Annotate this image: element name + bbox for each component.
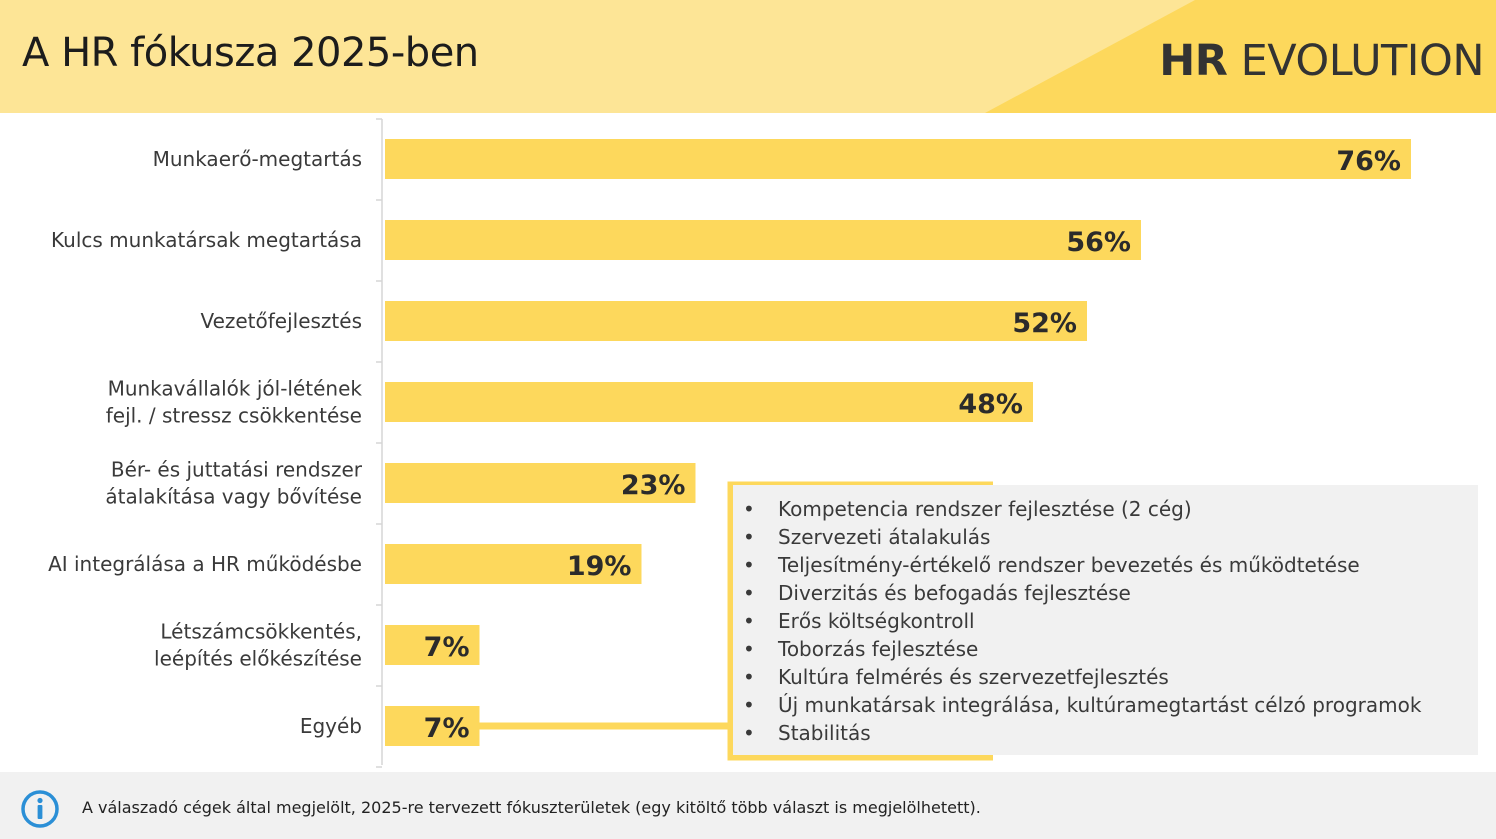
info-icon (21, 790, 59, 828)
other-answers-box: Kompetencia rendszer fejlesztése (2 cég)… (733, 485, 1478, 755)
bar-value-label: 23% (621, 470, 686, 501)
category-label: AI integrálása a HR működésbe (48, 552, 362, 576)
page-title: A HR fókusza 2025-ben (22, 30, 479, 76)
bar (385, 544, 642, 584)
bar-value-label: 19% (567, 551, 632, 582)
list-item: Diverzitás és befogadás fejlesztése (743, 579, 1478, 607)
bar (385, 382, 1033, 422)
list-item: Teljesítmény-értékelő rendszer bevezetés… (743, 551, 1478, 579)
bar (385, 301, 1087, 341)
header-background (0, 0, 1496, 113)
list-item: Toborzás fejlesztése (743, 635, 1478, 663)
bar-value-label: 7% (424, 632, 470, 663)
logo-rest: EVOLUTION (1227, 36, 1485, 86)
bar-value-label: 56% (1066, 227, 1131, 258)
bar-value-label: 52% (1012, 308, 1077, 339)
bar (385, 139, 1411, 179)
footer-text: A válaszadó cégek által megjelölt, 2025-… (82, 798, 981, 817)
list-item: Stabilitás (743, 719, 1478, 747)
list-item: Kompetencia rendszer fejlesztése (2 cég) (743, 495, 1478, 523)
header-accent-shape (985, 0, 1496, 113)
list-item: Kultúra felmérés és szervezetfejlesztés (743, 663, 1478, 691)
brand-logo: HR EVOLUTION (1159, 36, 1484, 86)
category-label: Munkavállalók jól-létének (108, 377, 363, 401)
bar (385, 463, 696, 503)
bar-value-label: 48% (958, 389, 1023, 420)
bar-value-label: 76% (1336, 146, 1401, 177)
callout-connector-bottom (727, 726, 993, 761)
bar (385, 220, 1141, 260)
category-label: Létszámcsökkentés, (160, 620, 362, 644)
list-item: Szervezeti átalakulás (743, 523, 1478, 551)
category-label: fejl. / stressz csökkentése (106, 404, 362, 428)
logo-bold: HR (1159, 36, 1228, 86)
category-label: leépítés előkészítése (154, 647, 362, 671)
list-item: Erős költségkontroll (743, 607, 1478, 635)
bar-value-label: 7% (424, 713, 470, 744)
category-label: Vezetőfejlesztés (200, 309, 362, 333)
bar (385, 625, 480, 665)
list-item: Új munkatársak integrálása, kultúramegta… (743, 691, 1478, 719)
category-label: Bér- és juttatási rendszer (111, 458, 363, 482)
footer-note: A válaszadó cégek által megjelölt, 2025-… (0, 772, 1496, 839)
bar (385, 706, 480, 746)
other-answers-list: Kompetencia rendszer fejlesztése (2 cég)… (743, 495, 1478, 747)
category-label: Kulcs munkatársak megtartása (51, 228, 362, 252)
header: A HR fókusza 2025-ben HR EVOLUTION (0, 0, 1496, 113)
category-label: Egyéb (300, 714, 362, 738)
category-label: átalakítása vagy bővítése (105, 485, 362, 509)
category-label: Munkaerő-megtartás (153, 147, 362, 171)
